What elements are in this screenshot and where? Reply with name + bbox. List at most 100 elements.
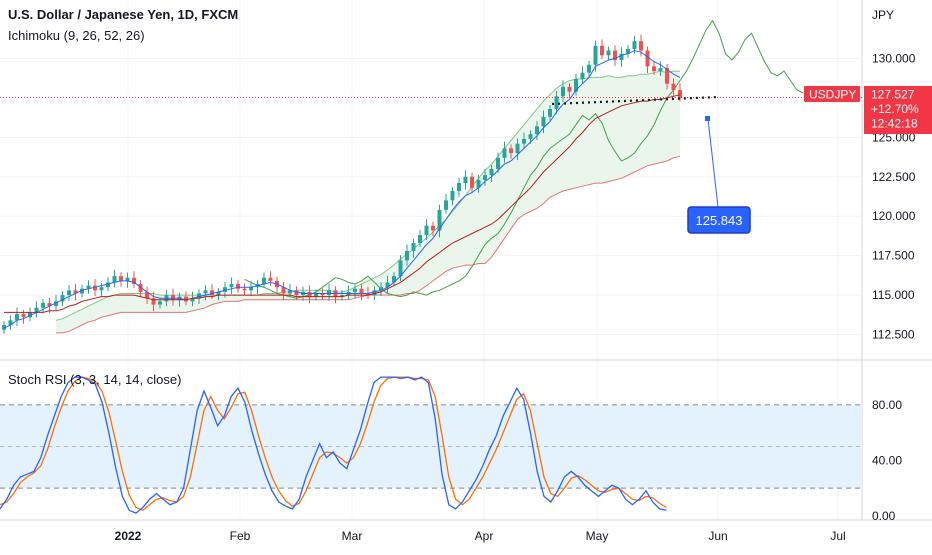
candle[interactable] bbox=[606, 46, 611, 61]
candle-body bbox=[639, 41, 643, 51]
candle[interactable] bbox=[145, 286, 149, 305]
candle[interactable] bbox=[535, 121, 539, 141]
candle[interactable] bbox=[509, 144, 513, 159]
candle[interactable] bbox=[476, 174, 481, 193]
candle[interactable] bbox=[314, 289, 318, 301]
ichimoku-legend[interactable]: Ichimoku (9, 26, 52, 26) bbox=[8, 28, 145, 43]
candle[interactable] bbox=[405, 244, 409, 267]
candle[interactable] bbox=[2, 321, 6, 334]
stoch-rsi-legend[interactable]: Stoch RSI (3, 3, 14, 14, close) bbox=[8, 372, 182, 387]
candle-body bbox=[613, 50, 617, 61]
candle[interactable] bbox=[151, 291, 156, 312]
candle[interactable] bbox=[619, 47, 624, 67]
price-tag[interactable] bbox=[864, 86, 932, 134]
candle[interactable] bbox=[34, 301, 39, 318]
candle[interactable] bbox=[489, 164, 494, 182]
candle[interactable] bbox=[658, 61, 663, 76]
candle[interactable] bbox=[431, 221, 435, 237]
candle-body bbox=[418, 235, 422, 244]
candle[interactable] bbox=[600, 39, 604, 60]
candle-body bbox=[54, 301, 58, 307]
candle-body bbox=[99, 287, 104, 291]
annotation-anchor[interactable] bbox=[705, 116, 710, 121]
candle[interactable] bbox=[190, 291, 195, 307]
price-tick-label: 130.000 bbox=[872, 51, 916, 65]
candle[interactable] bbox=[678, 83, 682, 102]
candle[interactable] bbox=[671, 78, 676, 97]
candle[interactable] bbox=[307, 285, 312, 304]
candle[interactable] bbox=[80, 284, 84, 298]
candle[interactable] bbox=[340, 289, 344, 301]
candle[interactable] bbox=[8, 315, 13, 330]
candle[interactable] bbox=[437, 204, 442, 238]
candle[interactable] bbox=[613, 45, 617, 66]
candle[interactable] bbox=[665, 63, 669, 90]
candle[interactable] bbox=[548, 105, 552, 121]
candle[interactable] bbox=[541, 110, 546, 134]
candle[interactable] bbox=[184, 291, 188, 306]
candle[interactable] bbox=[171, 288, 175, 306]
candle[interactable] bbox=[41, 299, 45, 314]
candle[interactable] bbox=[359, 283, 364, 301]
candle[interactable] bbox=[125, 272, 130, 288]
candle[interactable] bbox=[132, 271, 136, 288]
candle[interactable] bbox=[652, 61, 656, 76]
candle[interactable] bbox=[457, 177, 461, 197]
annotation-callout[interactable] bbox=[687, 206, 751, 234]
candle[interactable] bbox=[470, 172, 474, 192]
candle[interactable] bbox=[502, 141, 507, 163]
candle[interactable] bbox=[249, 280, 253, 297]
candle[interactable] bbox=[119, 272, 123, 287]
candle[interactable] bbox=[73, 283, 78, 301]
candle[interactable] bbox=[626, 45, 630, 58]
candle[interactable] bbox=[294, 286, 299, 300]
candle[interactable] bbox=[515, 138, 520, 160]
candle[interactable] bbox=[236, 280, 240, 293]
candle[interactable] bbox=[450, 187, 455, 206]
candle[interactable] bbox=[554, 91, 559, 114]
candle[interactable] bbox=[392, 272, 396, 287]
candle[interactable] bbox=[138, 280, 143, 297]
candle[interactable] bbox=[522, 132, 526, 148]
candle[interactable] bbox=[327, 283, 331, 301]
candle[interactable] bbox=[385, 275, 390, 294]
candle[interactable] bbox=[262, 272, 266, 288]
candle[interactable] bbox=[281, 281, 286, 301]
candle[interactable] bbox=[28, 307, 32, 322]
candle[interactable] bbox=[567, 82, 572, 99]
candle[interactable] bbox=[86, 280, 91, 294]
candle[interactable] bbox=[67, 285, 71, 301]
candle[interactable] bbox=[379, 281, 383, 297]
candle[interactable] bbox=[60, 291, 65, 307]
candle[interactable] bbox=[216, 287, 221, 300]
candle[interactable] bbox=[15, 307, 19, 327]
candle[interactable] bbox=[645, 46, 650, 74]
candle[interactable] bbox=[112, 269, 117, 288]
candle-body bbox=[158, 301, 162, 305]
candle[interactable] bbox=[229, 277, 234, 294]
candle[interactable] bbox=[424, 219, 429, 241]
candle[interactable] bbox=[255, 280, 260, 294]
candle[interactable] bbox=[483, 168, 487, 186]
candle[interactable] bbox=[411, 239, 416, 258]
candle[interactable] bbox=[444, 193, 448, 214]
candle-body bbox=[340, 295, 344, 297]
candle[interactable] bbox=[242, 283, 247, 296]
candle[interactable] bbox=[496, 152, 500, 173]
candle-body bbox=[658, 67, 663, 72]
candle-body bbox=[359, 288, 364, 294]
candle[interactable] bbox=[333, 286, 338, 304]
candle[interactable] bbox=[268, 271, 273, 286]
candle[interactable] bbox=[587, 60, 591, 79]
candle[interactable] bbox=[463, 170, 468, 190]
candle[interactable] bbox=[561, 80, 565, 103]
candle[interactable] bbox=[574, 73, 578, 96]
support-trendline[interactable] bbox=[551, 95, 719, 106]
candle[interactable] bbox=[418, 229, 422, 247]
candle[interactable] bbox=[320, 288, 325, 300]
candle[interactable] bbox=[580, 66, 585, 84]
symbol-tag[interactable] bbox=[804, 86, 860, 102]
candle[interactable] bbox=[203, 285, 208, 301]
candle[interactable] bbox=[158, 297, 162, 309]
